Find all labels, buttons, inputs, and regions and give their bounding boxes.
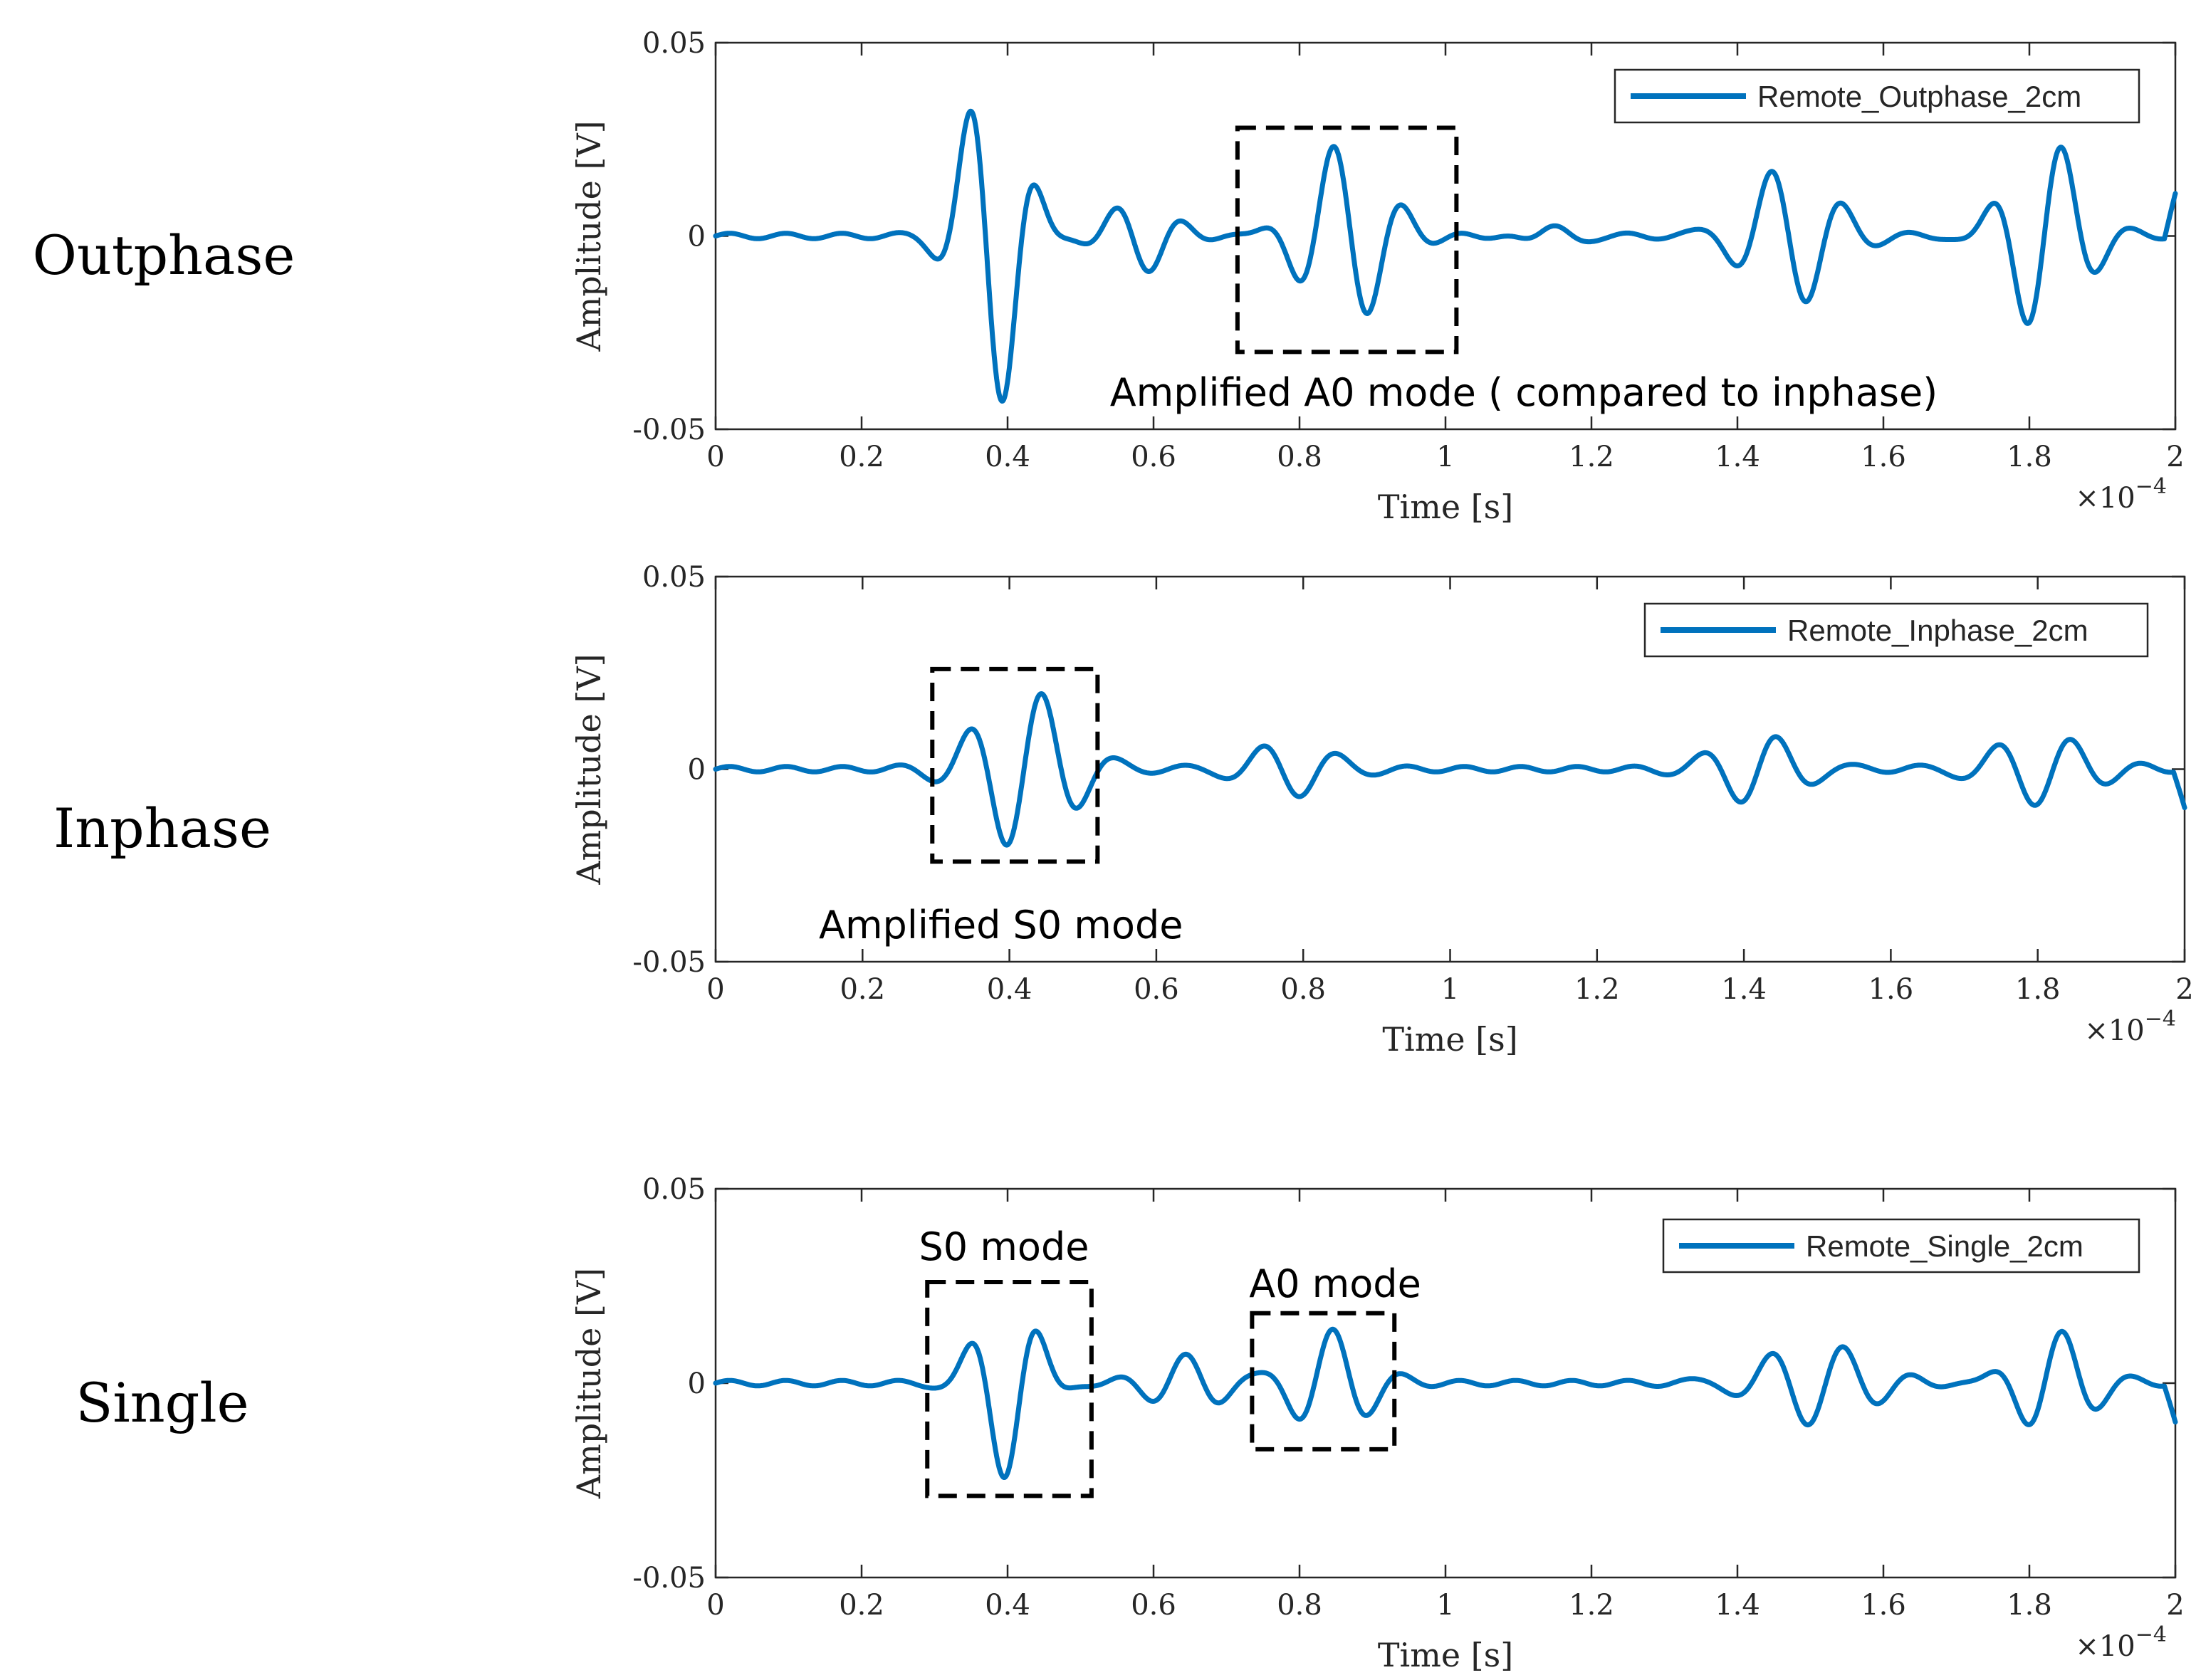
x-tick-label: 0.8 xyxy=(1280,973,1326,1006)
x-tick-label: 0.6 xyxy=(1131,1589,1176,1622)
x-tick-label: 0.2 xyxy=(840,973,885,1006)
x-tick-label: 1.6 xyxy=(1861,1589,1906,1622)
series-line xyxy=(713,108,2178,404)
row-label: Single xyxy=(75,1371,249,1434)
series-line xyxy=(713,1326,2178,1480)
x-tick-label: 0 xyxy=(706,973,724,1006)
annotation-box xyxy=(1235,125,1459,355)
x-tick-label: 0.8 xyxy=(1277,1589,1322,1622)
x-tick-label: 1.4 xyxy=(1721,973,1767,1006)
x-tick-label: 1 xyxy=(1436,1589,1454,1622)
x-tick-label: 1 xyxy=(1441,973,1459,1006)
x-tick-label: 1.4 xyxy=(1715,1589,1760,1622)
y-tick-label: -0.05 xyxy=(632,414,706,446)
annotation-box xyxy=(1250,1311,1397,1451)
x-tick-label: 1.2 xyxy=(1569,1589,1614,1622)
y-tick-label: 0 xyxy=(688,1367,706,1400)
x-tick-label: 2 xyxy=(2166,1589,2184,1622)
y-tick-label: 0 xyxy=(688,221,706,253)
x-tick-label: 1.2 xyxy=(1574,973,1620,1006)
x-scale-exponent: −4 xyxy=(2145,1007,2176,1031)
row-label: Inphase xyxy=(53,797,271,860)
legend-label: Remote_Single_2cm xyxy=(1806,1229,2083,1263)
x-tick-label: 0.6 xyxy=(1134,973,1179,1006)
x-tick-label: 1 xyxy=(1436,441,1454,473)
x-scale-exponent: −4 xyxy=(2135,1622,2167,1647)
y-tick-label: 0 xyxy=(688,754,706,787)
x-tick-label: 0.6 xyxy=(1131,441,1176,473)
x-tick-label: 0.4 xyxy=(985,1589,1030,1622)
x-tick-label: 0.4 xyxy=(985,441,1030,473)
y-axis-label: Amplitude [V] xyxy=(570,653,608,885)
x-tick-label: 0.2 xyxy=(839,441,884,473)
annotation-label: S0 mode xyxy=(919,1224,1089,1269)
legend-label: Remote_Inphase_2cm xyxy=(1787,614,2088,647)
x-scale-exponent: −4 xyxy=(2135,474,2167,499)
x-axis-label: Time [s] xyxy=(1382,1020,1517,1059)
x-tick-label: 1.6 xyxy=(1861,441,1906,473)
x-tick-label: 0.4 xyxy=(987,973,1032,1006)
chart-panel-1: Outphase 0 0.2 0.4 0.6 0.8 1 1.2 1.4 1.6 1.8 2 0.05 0… xyxy=(33,27,2185,526)
x-axis-label: Time [s] xyxy=(1378,488,1513,526)
y-axis-label: Amplitude [V] xyxy=(570,1268,608,1499)
y-tick-label: 0.05 xyxy=(642,1173,706,1206)
annotation-label: A0 mode xyxy=(1249,1261,1421,1306)
x-tick-label: 2 xyxy=(2175,973,2193,1006)
y-tick-label: 0.05 xyxy=(642,561,706,594)
x-tick-label: 0.8 xyxy=(1277,441,1322,473)
x-tick-label: 1.2 xyxy=(1569,441,1614,473)
y-axis-label: Amplitude [V] xyxy=(570,120,608,352)
x-tick-label: 1.6 xyxy=(1868,973,1914,1006)
x-tick-label: 1.8 xyxy=(2015,973,2061,1006)
x-tick-label: 1.8 xyxy=(2007,1589,2052,1622)
x-scale-base: ×10 xyxy=(2084,1014,2144,1047)
legend-label: Remote_Outphase_2cm xyxy=(1757,80,2081,113)
x-scale-multiplier: ×10−4 xyxy=(2075,1622,2167,1663)
x-axis-label: Time [s] xyxy=(1378,1636,1513,1674)
x-tick-label: 0.2 xyxy=(839,1589,884,1622)
x-tick-label: 0 xyxy=(706,441,724,473)
y-tick-label: -0.05 xyxy=(632,946,706,979)
annotation-box xyxy=(925,1280,1094,1498)
x-tick-label: 2 xyxy=(2166,441,2184,473)
series-line xyxy=(713,691,2187,848)
annotation-label: Amplified A0 mode ( compared to inphase) xyxy=(1110,370,1938,415)
annotation-box xyxy=(930,666,1100,864)
row-label: Outphase xyxy=(33,224,296,287)
y-tick-label: 0.05 xyxy=(642,27,706,60)
y-tick-label: -0.05 xyxy=(632,1562,706,1595)
annotation-label: Amplified S0 mode xyxy=(819,903,1183,947)
x-tick-label: 1.8 xyxy=(2007,441,2052,473)
x-scale-base: ×10 xyxy=(2075,1630,2135,1663)
x-tick-label: 0 xyxy=(706,1589,724,1622)
x-scale-multiplier: ×10−4 xyxy=(2075,474,2167,515)
x-scale-multiplier: ×10−4 xyxy=(2084,1007,2176,1047)
x-scale-base: ×10 xyxy=(2075,482,2135,515)
x-tick-label: 1.4 xyxy=(1715,441,1760,473)
